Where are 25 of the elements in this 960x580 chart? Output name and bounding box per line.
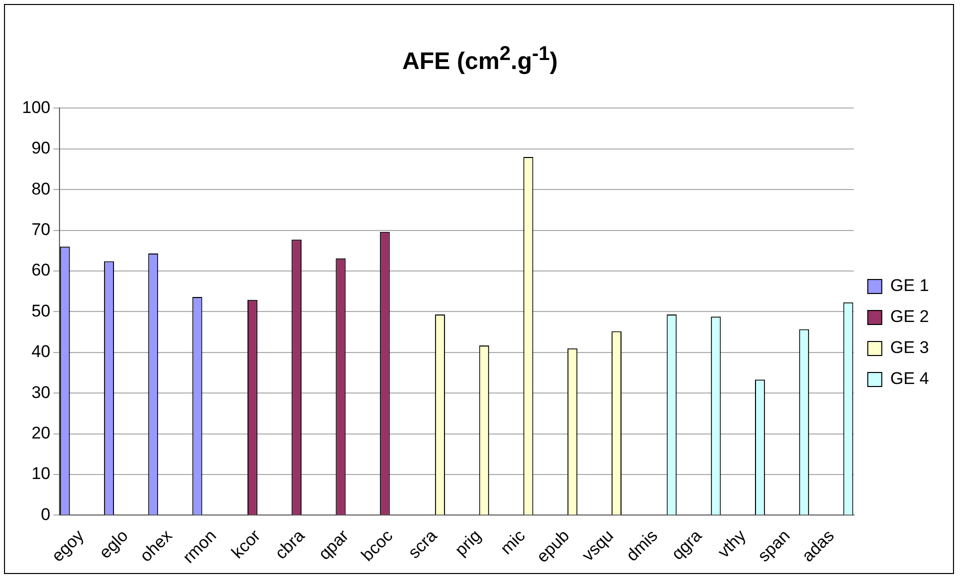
- y-tick-label: 100: [22, 98, 50, 117]
- y-tick-label: 0: [40, 504, 50, 524]
- y-tick-label: 30: [31, 382, 50, 402]
- legend-label: GE 4: [890, 369, 930, 388]
- y-tick-label: 90: [31, 138, 50, 158]
- y-tick-label: 10: [31, 464, 50, 484]
- x-tick-label: prig: [451, 526, 485, 560]
- x-tick-label: kcor: [228, 526, 264, 562]
- x-tick-label: mic: [496, 526, 530, 558]
- y-tick-label: 50: [31, 301, 50, 320]
- x-tick-label: vthy: [714, 526, 750, 562]
- chart-title: AFE (cm$^{2}$.g$^{-1}$): [401, 43, 559, 76]
- legend-label: GE 3: [890, 338, 930, 358]
- x-tick-label: eglo: [96, 526, 132, 562]
- legend-label: GE 1: [890, 276, 930, 296]
- x-tick-label: qgra: [668, 526, 706, 564]
- y-tick-label: 40: [31, 342, 50, 362]
- x-tick-label: cbra: [271, 526, 309, 563]
- y-tick-label: 80: [31, 179, 50, 198]
- x-tick-label: scra: [404, 526, 442, 562]
- y-tick-label: 60: [31, 260, 50, 280]
- y-tick-label: 70: [31, 220, 50, 239]
- y-tick-label: 20: [31, 423, 50, 442]
- legend-label: GE 2: [890, 307, 930, 326]
- x-tick-label: qpar: [314, 526, 353, 564]
